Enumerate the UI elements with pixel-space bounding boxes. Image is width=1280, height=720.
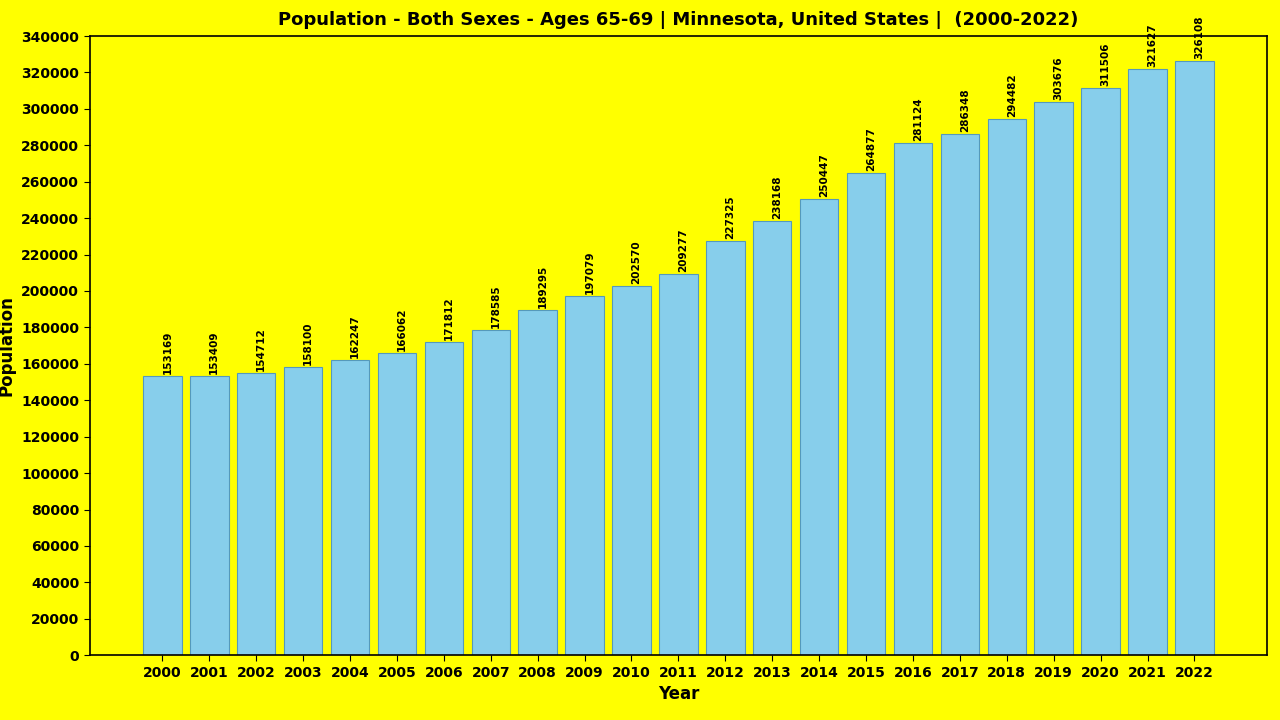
Title: Population - Both Sexes - Ages 65-69 | Minnesota, United States |  (2000-2022): Population - Both Sexes - Ages 65-69 | M… [278,11,1079,29]
Text: 311506: 311506 [1101,42,1111,86]
Text: 166062: 166062 [397,307,407,351]
Bar [753,222,791,655]
Text: 153169: 153169 [163,330,173,374]
Bar [1082,88,1120,655]
Bar [893,143,932,655]
Bar [1175,61,1213,655]
Y-axis label: Population: Population [0,295,15,396]
X-axis label: Year: Year [658,685,699,703]
Bar [988,119,1027,655]
Bar [237,374,275,655]
Text: 286348: 286348 [960,88,970,132]
Bar [847,173,886,655]
Text: 197079: 197079 [585,251,595,294]
Text: 264877: 264877 [867,127,876,171]
Bar [284,367,323,655]
Text: 154712: 154712 [256,328,266,372]
Text: 162247: 162247 [349,314,360,358]
Bar [707,241,745,655]
Text: 303676: 303676 [1053,56,1064,100]
Bar [1034,102,1073,655]
Text: 321627: 321627 [1148,24,1157,67]
Bar [941,134,979,655]
Bar [518,310,557,655]
Bar [659,274,698,655]
Text: 153409: 153409 [209,330,219,374]
Text: 171812: 171812 [444,297,454,340]
Text: 209277: 209277 [678,228,689,272]
Bar [378,353,416,655]
Text: 326108: 326108 [1194,16,1204,59]
Text: 294482: 294482 [1007,73,1016,117]
Text: 281124: 281124 [913,97,923,141]
Text: 227325: 227325 [726,195,735,239]
Text: 202570: 202570 [631,240,641,284]
Bar [425,342,463,655]
Bar [612,287,650,655]
Bar [330,360,369,655]
Text: 178585: 178585 [490,284,500,328]
Text: 158100: 158100 [303,322,314,365]
Bar [471,330,509,655]
Bar [800,199,838,655]
Bar [189,376,229,655]
Bar [143,377,182,655]
Text: 250447: 250447 [819,153,829,197]
Text: 189295: 189295 [538,265,548,308]
Bar [566,297,604,655]
Text: 238168: 238168 [772,176,782,220]
Bar [1128,69,1167,655]
